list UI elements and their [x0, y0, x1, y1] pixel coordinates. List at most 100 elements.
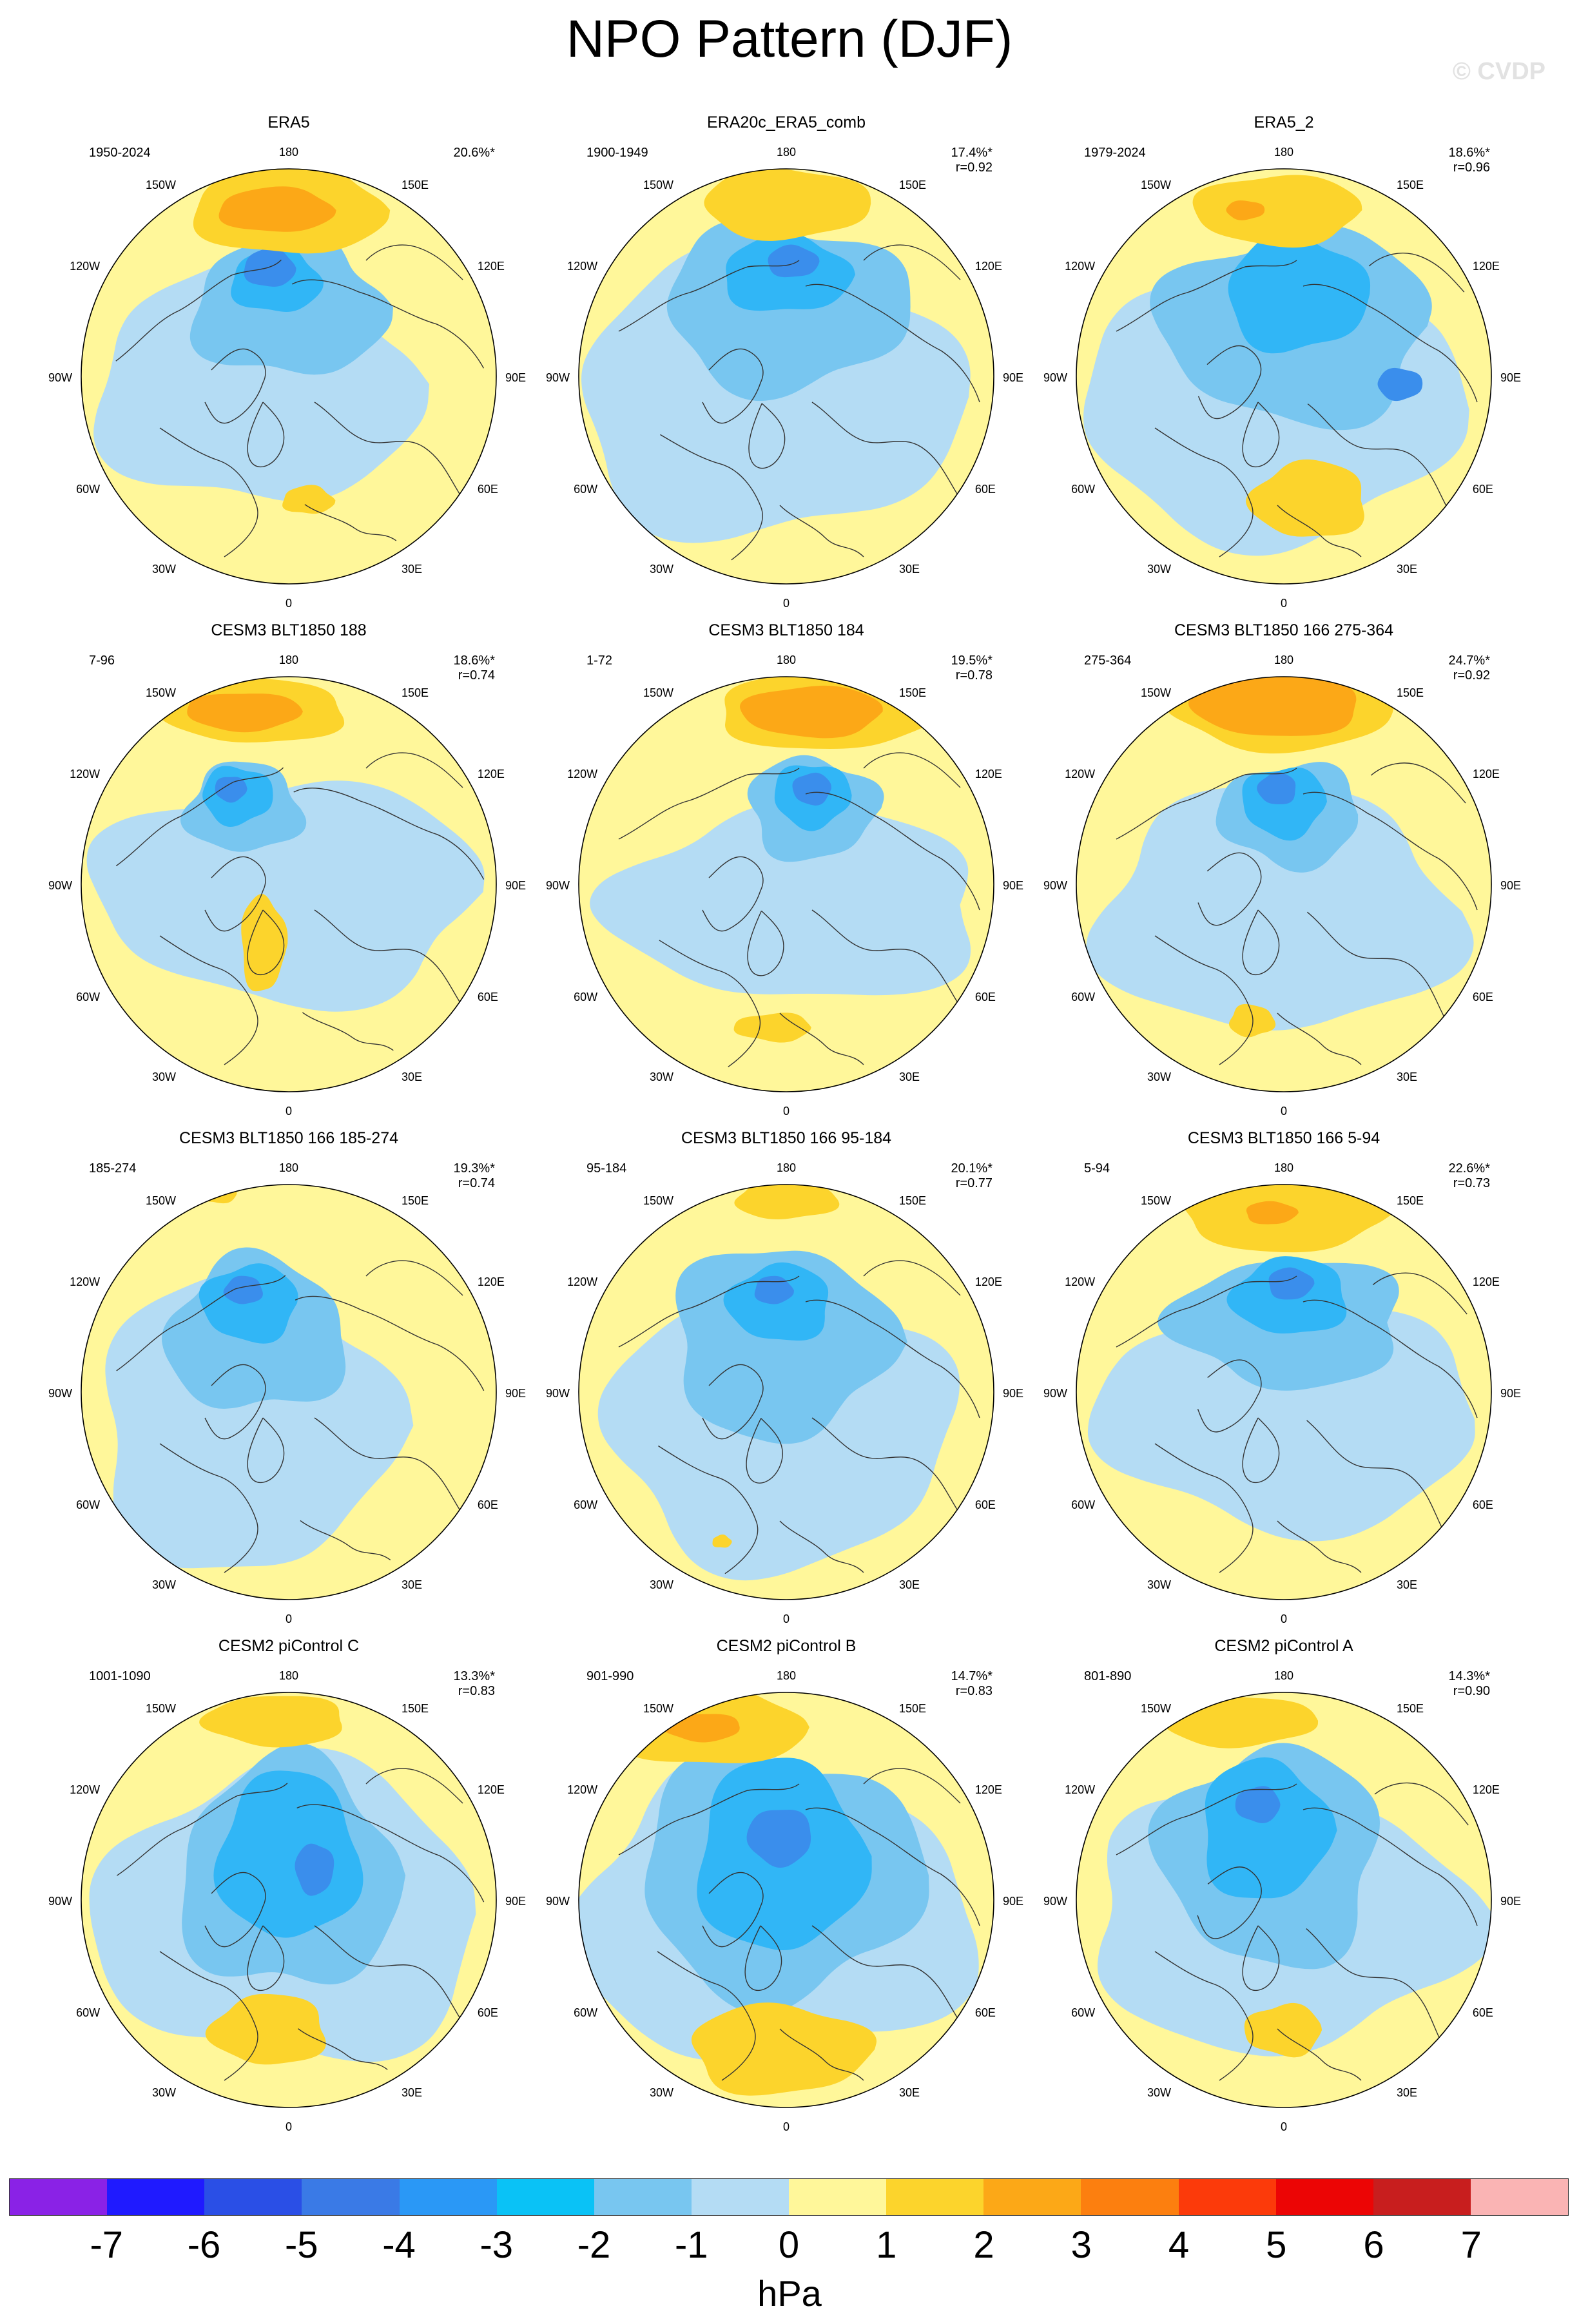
panel-period: 1950-2024 — [89, 146, 151, 160]
panel-variance-pct: 14.3%* — [1448, 1669, 1491, 1683]
panel-pattern-corr: r=0.77 — [955, 1176, 993, 1190]
longitude-label: 30W — [1147, 563, 1171, 576]
contour-plus2 — [1188, 677, 1357, 736]
longitude-label: 120W — [1065, 1783, 1095, 1796]
longitude-label: 150E — [899, 1194, 926, 1207]
contour-plus1-south — [691, 2002, 877, 2096]
coastline — [314, 1925, 463, 2023]
longitude-label: 150E — [1397, 1194, 1424, 1207]
colorbar-tick-label: -3 — [480, 2224, 514, 2266]
coastline — [660, 434, 763, 561]
colorbar-tick-label: -7 — [90, 2224, 124, 2266]
panel-pattern-corr: r=0.96 — [1453, 160, 1490, 175]
coastline — [1154, 1443, 1254, 1573]
colorbar-tick-label: -6 — [187, 2224, 221, 2266]
longitude-label: 180 — [777, 1161, 796, 1174]
contour-plus2 — [1226, 200, 1265, 220]
longitude-label: 30E — [1397, 2086, 1417, 2099]
coastline — [296, 1804, 485, 1903]
coastline — [1242, 909, 1280, 975]
panel-variance-pct: 13.3%* — [453, 1669, 496, 1683]
longitude-label: 90W — [48, 1387, 72, 1400]
panel-period: 95-184 — [586, 1161, 627, 1176]
longitude-label: 150E — [899, 1702, 926, 1715]
coastline — [1306, 1420, 1445, 1533]
coastline — [1154, 1951, 1254, 2081]
panel-title: ERA20c_ERA5_comb — [707, 113, 866, 131]
panel-pattern-corr: r=0.92 — [1453, 668, 1490, 683]
contour-minus4 — [1268, 1267, 1315, 1300]
longitude-label: 150W — [1141, 686, 1171, 699]
contour-plus2 — [218, 186, 336, 232]
longitude-label: 150E — [402, 1702, 429, 1715]
colorbar-swatch — [886, 2179, 984, 2215]
anomaly-field — [81, 1692, 496, 2107]
globe-outline — [1076, 168, 1492, 585]
coastline — [314, 1417, 463, 1515]
colorbar-tick-label: -5 — [284, 2224, 318, 2266]
coastline — [302, 1012, 394, 1051]
coastline — [159, 935, 258, 1065]
anomaly-field — [1076, 677, 1491, 1092]
colorbar-tick-label: -2 — [577, 2224, 611, 2266]
panel-pattern-corr: r=0.74 — [458, 1176, 495, 1190]
colorbar-swatch — [983, 2179, 1081, 2215]
coastlines — [618, 752, 980, 1067]
longitude-label: 60W — [76, 1498, 100, 1511]
longitude-label: 60W — [574, 1498, 597, 1511]
colorbar-swatch — [496, 2179, 594, 2215]
colorbar-swatch — [1275, 2179, 1373, 2215]
coastline — [702, 856, 764, 932]
contour-minus3 — [1205, 1757, 1337, 1899]
coastline — [1307, 403, 1449, 511]
contour-plus1-south — [205, 1993, 326, 2065]
coastline — [115, 259, 282, 362]
panel-variance-pct: 19.5%* — [951, 654, 993, 668]
panel-title: CESM3 BLT1850 188 — [211, 621, 367, 639]
panel-period: 275-364 — [1084, 654, 1132, 668]
panel-period: 5-94 — [1084, 1161, 1110, 1176]
longitude-label: 90W — [1043, 1387, 1067, 1400]
longitude-label: 90W — [1043, 879, 1067, 892]
contour-minus1 — [86, 780, 485, 1012]
contour-minus3 — [199, 1263, 298, 1344]
globe-outline — [578, 676, 994, 1092]
panel-period: 1001-1090 — [89, 1669, 151, 1683]
coastline — [365, 1768, 463, 1804]
colorbar-tick-label: 4 — [1168, 2224, 1190, 2266]
panel-stats: 22.6%* r=0.73 — [1449, 1161, 1491, 1191]
contour-plus1 — [734, 1185, 840, 1220]
polar-map: 180 0 90W 90E 150W 120W 150E 120E 60W 30W 60E 30E — [546, 1161, 1023, 1625]
longitude-label: 30E — [899, 1578, 920, 1591]
colorbar-tick-label: -4 — [382, 2224, 416, 2266]
contour-minus4 — [223, 1275, 263, 1304]
coastline — [204, 348, 266, 424]
coastline — [1116, 260, 1297, 332]
coastline — [247, 909, 285, 975]
colorbar-tick-label: -1 — [674, 2224, 708, 2266]
longitude-label: 120E — [478, 768, 505, 780]
contour-minus4 — [1257, 772, 1296, 804]
longitude-label: 150W — [1141, 1702, 1171, 1715]
longitude-label: 0 — [286, 2120, 292, 2133]
coastline — [293, 788, 485, 880]
longitude-label: 60W — [1071, 1498, 1095, 1511]
coastline — [1154, 935, 1254, 1065]
coastline — [863, 1260, 961, 1296]
longitude-label: 150E — [899, 686, 926, 699]
longitude-label: 150W — [146, 686, 176, 699]
coastlines — [1116, 762, 1478, 1065]
anomaly-field — [579, 169, 994, 584]
longitude-label: 120W — [1065, 260, 1095, 273]
coastline — [1197, 852, 1262, 926]
longitude-label: 180 — [777, 1669, 796, 1682]
coastline — [204, 1364, 266, 1440]
panel-stats: 18.6%* r=0.74 — [454, 654, 496, 683]
coastline — [811, 909, 961, 1007]
anomaly-field — [579, 1185, 994, 1600]
coastline — [863, 244, 961, 280]
coastline — [1116, 1783, 1297, 1855]
globe-outline — [578, 168, 994, 585]
longitude-label: 150E — [1397, 179, 1424, 191]
coastline — [1197, 1359, 1262, 1433]
